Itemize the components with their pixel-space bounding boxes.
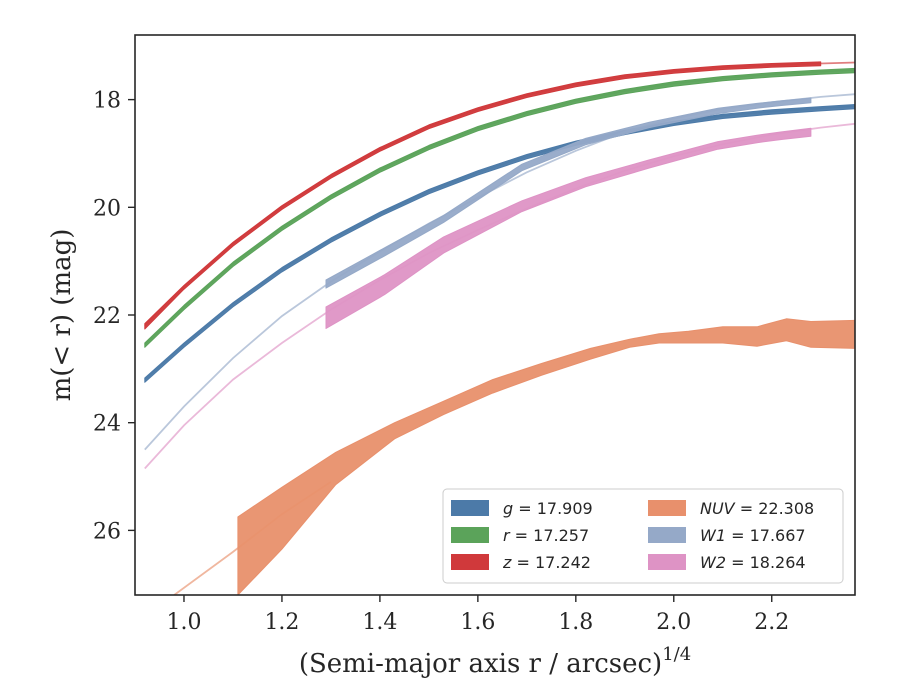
legend-value: = 17.909	[513, 499, 593, 518]
x-tick-label: 1.0	[166, 610, 201, 635]
data-band-w1	[325, 97, 812, 289]
legend-swatch-w1	[648, 527, 686, 543]
y-tick-label: 18	[93, 89, 121, 114]
legend-swatch-r	[451, 527, 489, 543]
legend-swatch-z	[451, 554, 489, 570]
legend-swatch-w2	[648, 554, 686, 570]
legend-box	[442, 488, 844, 584]
y-tick-label: 20	[93, 196, 121, 221]
data-band-z	[144, 61, 822, 330]
y-tick-label: 24	[93, 412, 121, 437]
legend-swatch-g	[451, 500, 489, 516]
legend-label-nuv: NUV = 22.308	[700, 499, 814, 518]
y-tick-label: 22	[93, 304, 121, 329]
legend-value: = 17.242	[511, 553, 591, 572]
legend-value: = 17.667	[726, 526, 806, 545]
legend-variable: g	[503, 499, 513, 518]
legend-label-g: g = 17.909	[503, 499, 593, 518]
x-axis-title-main: (Semi-major axis r / arcsec)	[299, 649, 662, 679]
series-layer	[144, 61, 855, 595]
legend-label-r: r = 17.257	[503, 526, 589, 545]
data-band-r	[144, 67, 855, 348]
data-band-w2	[325, 127, 812, 329]
legend-swatch-nuv	[648, 500, 686, 516]
legend-variable: r	[503, 526, 511, 545]
x-axis-title: (Semi-major axis r / arcsec)1/4	[299, 644, 691, 679]
x-tick-label: 2.2	[754, 610, 789, 635]
legend-label-w1: W1 = 17.667	[700, 526, 806, 545]
x-axis-title-exponent: 1/4	[662, 644, 691, 665]
legend-variable: W1	[700, 526, 726, 545]
x-tick-label: 2.0	[656, 610, 691, 635]
x-tick-label: 1.6	[460, 610, 495, 635]
x-tick-label: 1.2	[264, 610, 299, 635]
legend-label-z: z = 17.242	[502, 553, 591, 572]
legend-value: = 22.308	[735, 499, 815, 518]
y-axis-title: m(< r) (mag)	[47, 229, 77, 402]
x-axis-ticks: 1.0 1.2 1.4 1.6 1.8 2.0 2.2	[166, 595, 789, 635]
y-tick-label: 26	[93, 519, 121, 544]
legend-value: = 17.257	[510, 526, 590, 545]
data-band-g	[144, 104, 855, 383]
legend-label-w2: W2 = 18.264	[700, 553, 806, 572]
legend-variable: W2	[700, 553, 726, 572]
legend-variable: z	[502, 553, 512, 572]
x-tick-label: 1.8	[558, 610, 593, 635]
data-band-nuv	[237, 318, 855, 595]
legend-variable: NUV	[700, 499, 736, 518]
y-axis-ticks: 18 20 22 24 26	[93, 89, 135, 544]
x-tick-label: 1.4	[362, 610, 397, 635]
legend-value: = 18.264	[726, 553, 806, 572]
